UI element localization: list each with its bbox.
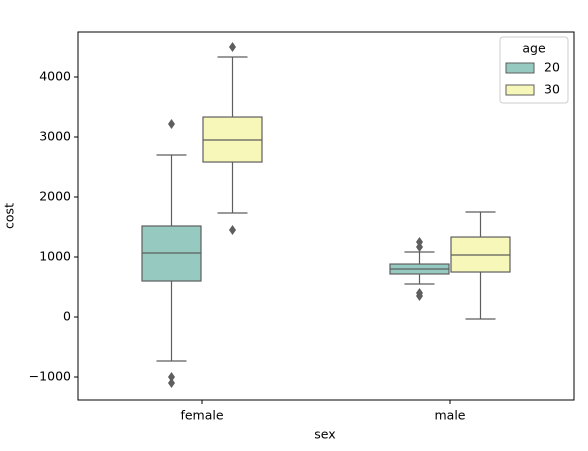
outlier xyxy=(229,42,236,53)
y-tick-label: 1000 xyxy=(39,249,71,264)
x-tick-label: male xyxy=(435,408,466,423)
x-axis-label: sex xyxy=(314,427,335,442)
x-tick-label: female xyxy=(180,408,223,423)
outlier xyxy=(416,241,423,252)
y-axis-label: cost xyxy=(2,203,17,229)
legend-label: 30 xyxy=(544,82,560,97)
legend-title: age xyxy=(522,41,546,56)
y-tick-label: 4000 xyxy=(39,69,71,84)
outlier xyxy=(168,378,175,389)
outlier xyxy=(168,118,175,129)
legend-label: 20 xyxy=(544,60,560,75)
plot-frame xyxy=(77,31,575,401)
outlier xyxy=(168,372,175,383)
outlier xyxy=(229,225,236,236)
y-tick-label: 2000 xyxy=(39,189,71,204)
legend-swatch xyxy=(505,84,535,96)
y-tick-label: −1000 xyxy=(29,369,71,384)
outlier xyxy=(416,291,423,302)
y-tick-label: 3000 xyxy=(39,129,71,144)
legend-swatch xyxy=(505,62,535,74)
y-tick-label: 0 xyxy=(63,309,71,324)
